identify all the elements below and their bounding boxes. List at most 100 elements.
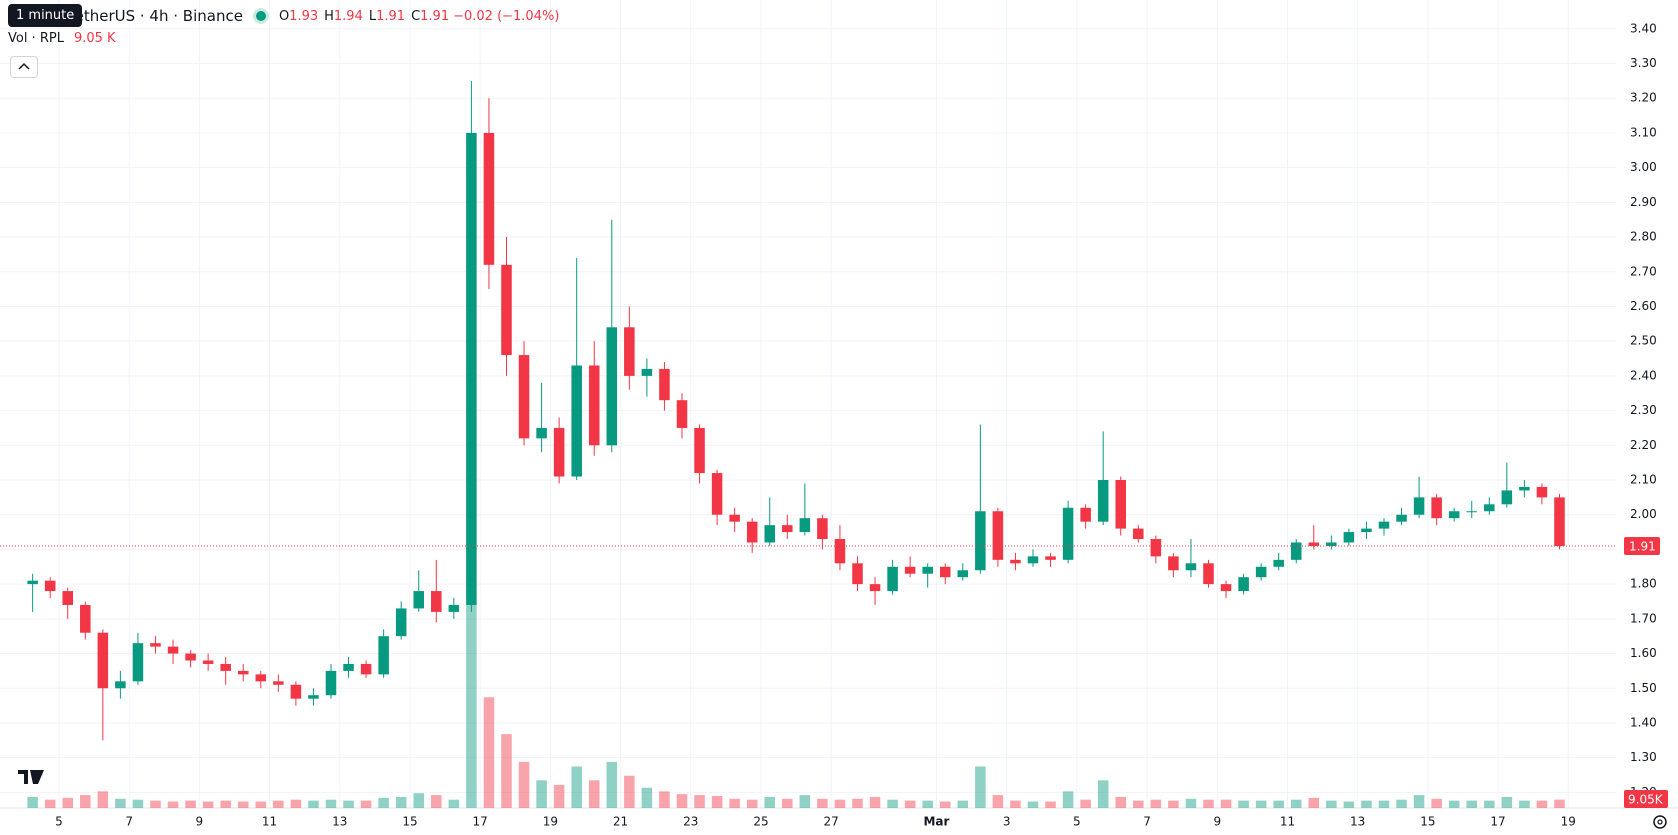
volume-bar [115,798,126,808]
candle-body [202,660,214,664]
ohlc-item: O1.93 [279,8,318,24]
x-tick-label: 19 [1561,815,1576,829]
symbol-title[interactable]: TetherUS · 4h · Binance [68,7,243,25]
candle-body [1378,521,1390,529]
candle-body [1361,528,1372,533]
x-tick-label: 7 [1143,815,1151,829]
volume-bar [782,798,793,808]
volume-bar [378,797,389,808]
volume-bar [1378,800,1390,808]
candle-body [939,566,951,578]
volume-bar [799,795,811,808]
volume-bar [483,697,495,808]
ohlc-letter: O [278,9,290,24]
x-tick-label: 7 [125,815,133,829]
volume-bar [1519,800,1530,808]
volume-bar [448,799,460,808]
volume-bar [887,799,898,808]
candle-body [975,511,986,571]
ohlc-item: L1.91 [369,8,405,24]
volume-bar [1431,798,1442,808]
candle-body [290,684,302,699]
y-tick-label: 2.90 [1630,195,1657,209]
candle-body [1519,486,1530,491]
volume-bar [641,787,653,808]
candle-body [325,670,337,696]
volume-bar [1501,796,1513,808]
ohlc-value: 1.94 [333,9,363,24]
candle-body [659,368,670,401]
volume-bar [1554,799,1565,808]
candle-body [1220,584,1232,592]
volume-bar [957,800,969,808]
candle-body [1010,559,1021,564]
candle-body [1097,480,1109,522]
volume-bar [746,799,758,808]
y-tick-label: 2.60 [1630,299,1657,313]
candle-body [1185,563,1197,571]
candle-body [1343,532,1355,543]
candle-body [922,566,933,574]
volume-bar [290,799,302,808]
volume-bar [729,798,740,808]
volume-bar [308,800,319,808]
y-tick-label: 2.70 [1630,264,1657,278]
volume-bar [431,795,442,808]
candle-body [536,427,547,439]
candle-body [431,591,442,612]
x-tick-label: 9 [196,815,204,829]
candle-body [782,525,793,533]
candle-body [237,670,249,675]
candle-body [1326,542,1337,546]
volume-bar [975,766,986,808]
candle-body [1238,577,1249,592]
volume-value: 9.05 K [73,30,116,46]
ohlc-item: H1.94 [324,8,363,24]
volume-bar [904,800,916,808]
tv-logo [16,762,44,790]
y-tick-label: 2.30 [1630,403,1657,417]
volume-bar [1045,801,1056,808]
volume-bar [1326,800,1337,808]
candle-body [413,591,425,609]
volume-bar [1343,801,1355,808]
candle-body [869,584,881,592]
candle-body [1466,511,1478,513]
ohlc-value: 1.93 [289,9,319,24]
volume-bar [1168,800,1179,808]
volume-bar [27,796,38,808]
candle-body [764,525,776,543]
x-tick-label: 9 [1213,815,1221,829]
volume-bar [413,793,425,808]
ohlc-letter: H [324,9,334,24]
x-tick-label: 13 [1350,815,1365,829]
volume-bar [852,798,863,808]
volume-bar [325,799,337,808]
volume-bar [273,800,284,808]
ohlc-letter: L [368,9,377,24]
volume-bar [1062,791,1074,808]
gear [1653,815,1667,829]
volume-bar [606,761,618,808]
candle-body [518,355,530,439]
candle-body [1484,504,1495,512]
candle-body [466,132,477,605]
volume-bar [1413,795,1425,808]
candle-body [378,636,389,675]
collapse-button[interactable] [10,56,38,78]
volume-axis-label: 9.05K [1628,793,1664,807]
candle-body [571,365,582,477]
volume-bar [1150,799,1162,808]
candle-body [273,681,284,685]
x-tick-label: Mar [923,815,949,829]
volume-bar [1484,800,1495,808]
candle-body [360,663,372,675]
ohlc-letter: C [411,9,421,24]
settings-icon[interactable] [1653,815,1667,829]
candle-body [97,632,109,689]
x-tick-label: 15 [402,815,417,829]
y-tick-label: 2.80 [1630,230,1657,244]
volume-row: Vol · RPL 9.05 K [8,28,559,48]
